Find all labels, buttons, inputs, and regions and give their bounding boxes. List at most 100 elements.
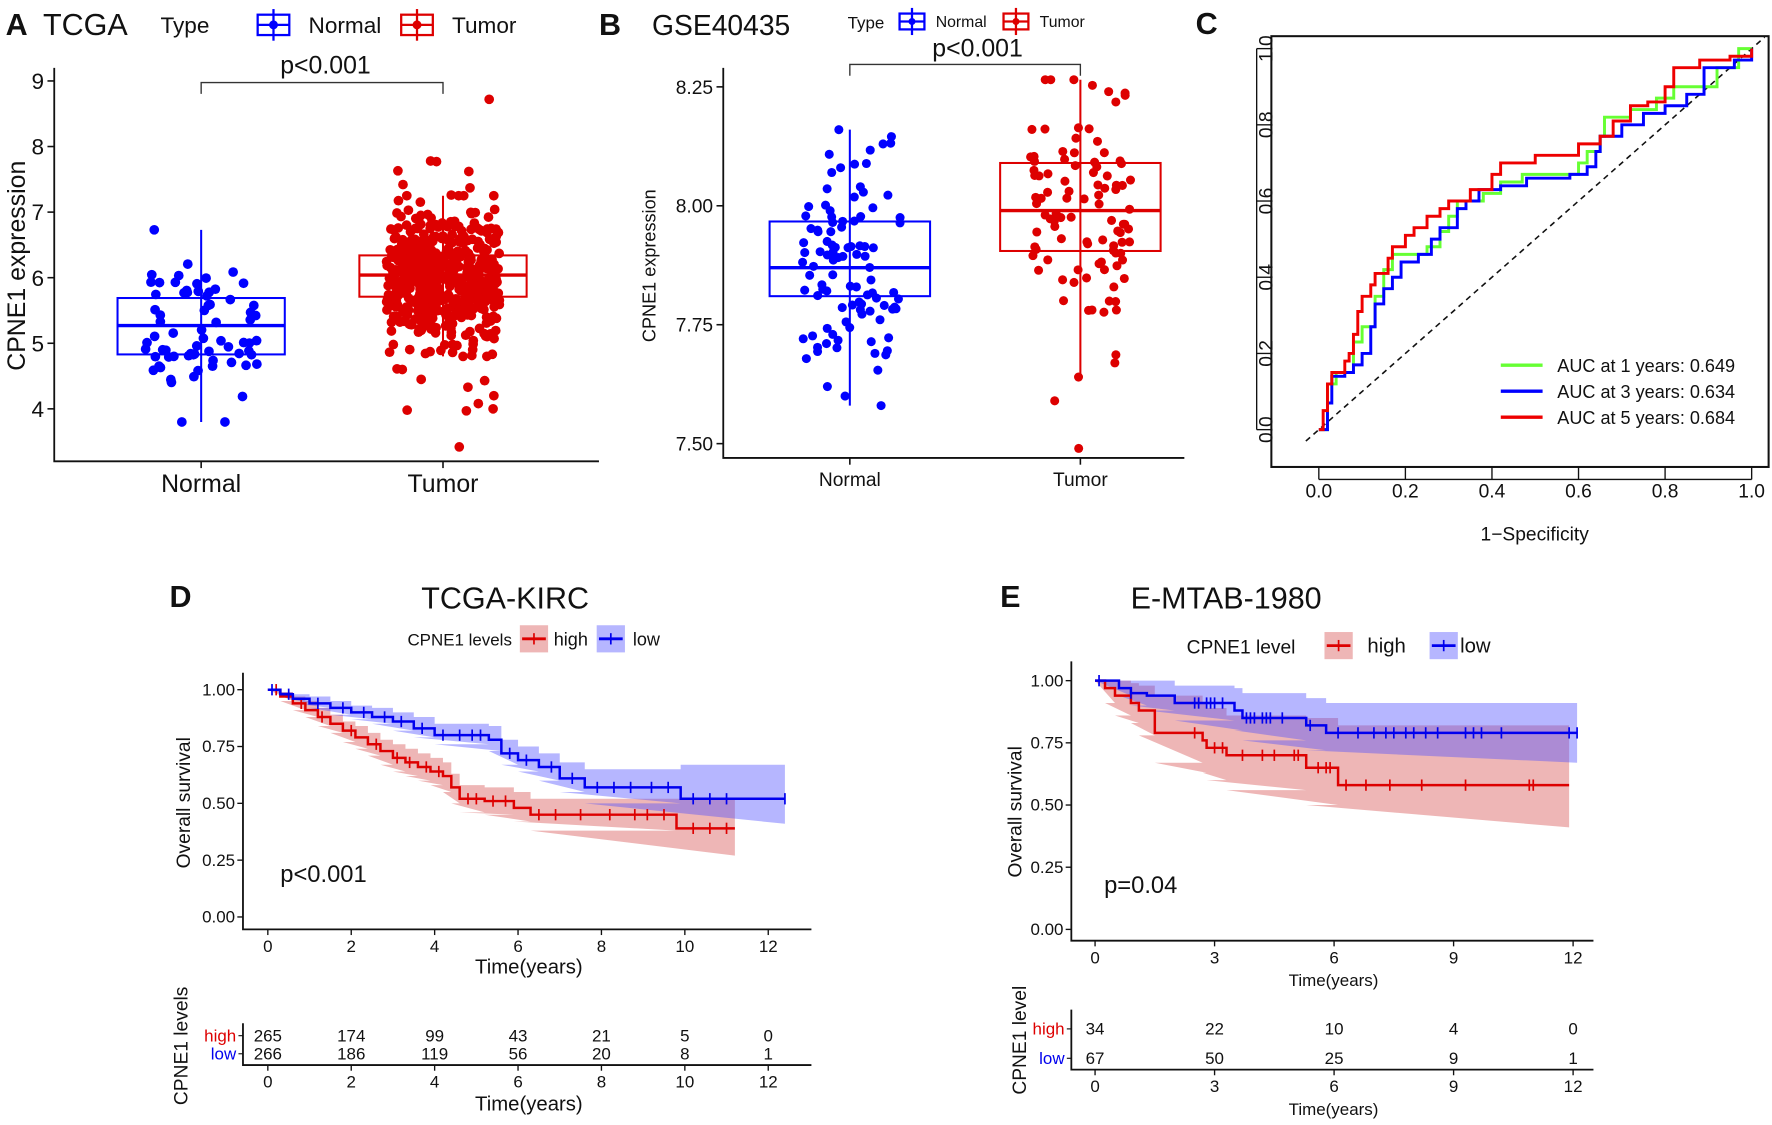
data-point (398, 179, 408, 190)
data-point (391, 231, 401, 242)
risk-table-x-label: Time(years) (475, 1093, 583, 1115)
data-point (476, 254, 487, 265)
roc-curve-2 (1318, 48, 1754, 432)
data-point (428, 231, 439, 242)
data-point (491, 273, 501, 284)
data-point (403, 205, 414, 216)
data-point (1069, 75, 1079, 85)
data-point (1111, 97, 1121, 107)
x-tick-label: 2 (347, 937, 356, 956)
risk-x-tick-label: 6 (513, 1073, 522, 1092)
data-point (1124, 224, 1134, 234)
data-point (149, 224, 160, 235)
data-point (414, 324, 424, 335)
data-point (1107, 215, 1117, 225)
data-point (800, 248, 810, 258)
data-point (410, 234, 420, 245)
risk-x-tick-label: 2 (347, 1073, 356, 1092)
legend-title: Type (160, 13, 209, 38)
data-point (410, 297, 421, 308)
y-tick-label: 0.00 (202, 908, 235, 927)
x-tick-label: 4 (430, 937, 439, 956)
data-point (488, 390, 499, 401)
data-point (407, 249, 418, 260)
p-value-annotation: p=0.04 (1104, 873, 1177, 899)
x-axis-label: 1−Specificity (1481, 524, 1590, 545)
legend-label-low: low (1460, 635, 1491, 657)
confidence-band-low (1095, 680, 1578, 763)
risk-count: 21 (592, 1026, 611, 1045)
data-point (142, 337, 152, 348)
x-tick-label: 10 (675, 937, 694, 956)
data-point (1040, 75, 1050, 85)
legend-label-normal: Normal (309, 13, 382, 38)
data-point (891, 304, 901, 314)
data-point (223, 341, 234, 352)
x-tick-label: 9 (1449, 948, 1458, 967)
data-point (426, 245, 437, 255)
data-point (447, 229, 457, 240)
data-point (448, 274, 459, 285)
data-point (840, 391, 850, 401)
data-point (149, 331, 160, 342)
data-point (415, 284, 425, 294)
data-point (1030, 242, 1040, 252)
data-point (849, 216, 859, 226)
risk-x-tick-label: 6 (1329, 1077, 1338, 1096)
data-point (473, 398, 484, 409)
data-point (1027, 124, 1037, 134)
data-point (856, 212, 866, 222)
data-point (1058, 146, 1068, 156)
data-point (836, 163, 846, 173)
data-point (176, 417, 187, 427)
x-tick-label: 6 (1329, 948, 1338, 967)
y-tick-label: 7.75 (676, 316, 713, 337)
y-tick-label: 8.00 (676, 197, 713, 218)
data-point (150, 304, 160, 315)
data-point (397, 250, 407, 261)
data-point (489, 333, 499, 344)
risk-table-axes (1070, 1009, 1594, 1071)
data-point (488, 311, 499, 322)
data-point (220, 417, 230, 427)
data-point (808, 331, 818, 341)
data-point (804, 202, 814, 212)
data-point (828, 329, 838, 339)
data-point (412, 262, 423, 273)
data-point (1069, 148, 1079, 158)
panel-letter-d: D (170, 580, 192, 614)
y-tick-label: 0.4 (1256, 264, 1277, 291)
data-point (405, 283, 415, 294)
panel-d-tcga-kirc-survival: D TCGA-KIRC CPNE1 levels high low p<0.00… (170, 580, 812, 1115)
legend-key-tumor-icon (1002, 7, 1030, 36)
data-point (815, 247, 825, 257)
x-tick-label: Normal (161, 470, 241, 498)
data-point (832, 343, 842, 353)
data-point (468, 279, 479, 290)
y-tick-label: 6 (31, 266, 44, 291)
chart-title: E-MTAB-1980 (1131, 581, 1322, 615)
data-point (1094, 199, 1104, 209)
data-point (421, 294, 432, 304)
risk-count: 174 (337, 1026, 365, 1045)
data-point (251, 335, 262, 346)
data-point (454, 442, 465, 452)
data-point (228, 267, 238, 277)
data-point (855, 305, 865, 315)
significance-bracket (849, 63, 1082, 76)
data-point (1098, 235, 1108, 245)
data-point (1104, 87, 1114, 97)
data-point (1073, 265, 1083, 275)
data-point (1111, 297, 1121, 307)
data-point (154, 361, 164, 372)
data-point (420, 252, 431, 263)
axes (722, 67, 1185, 459)
data-point (847, 300, 857, 310)
risk-count: 56 (509, 1044, 528, 1063)
data-point (386, 224, 396, 234)
data-point (404, 259, 415, 270)
risk-table-x-label: Time(years) (1289, 1100, 1379, 1119)
legend-label-normal: Normal (936, 14, 987, 31)
data-point (834, 125, 844, 135)
data-point (241, 360, 251, 371)
